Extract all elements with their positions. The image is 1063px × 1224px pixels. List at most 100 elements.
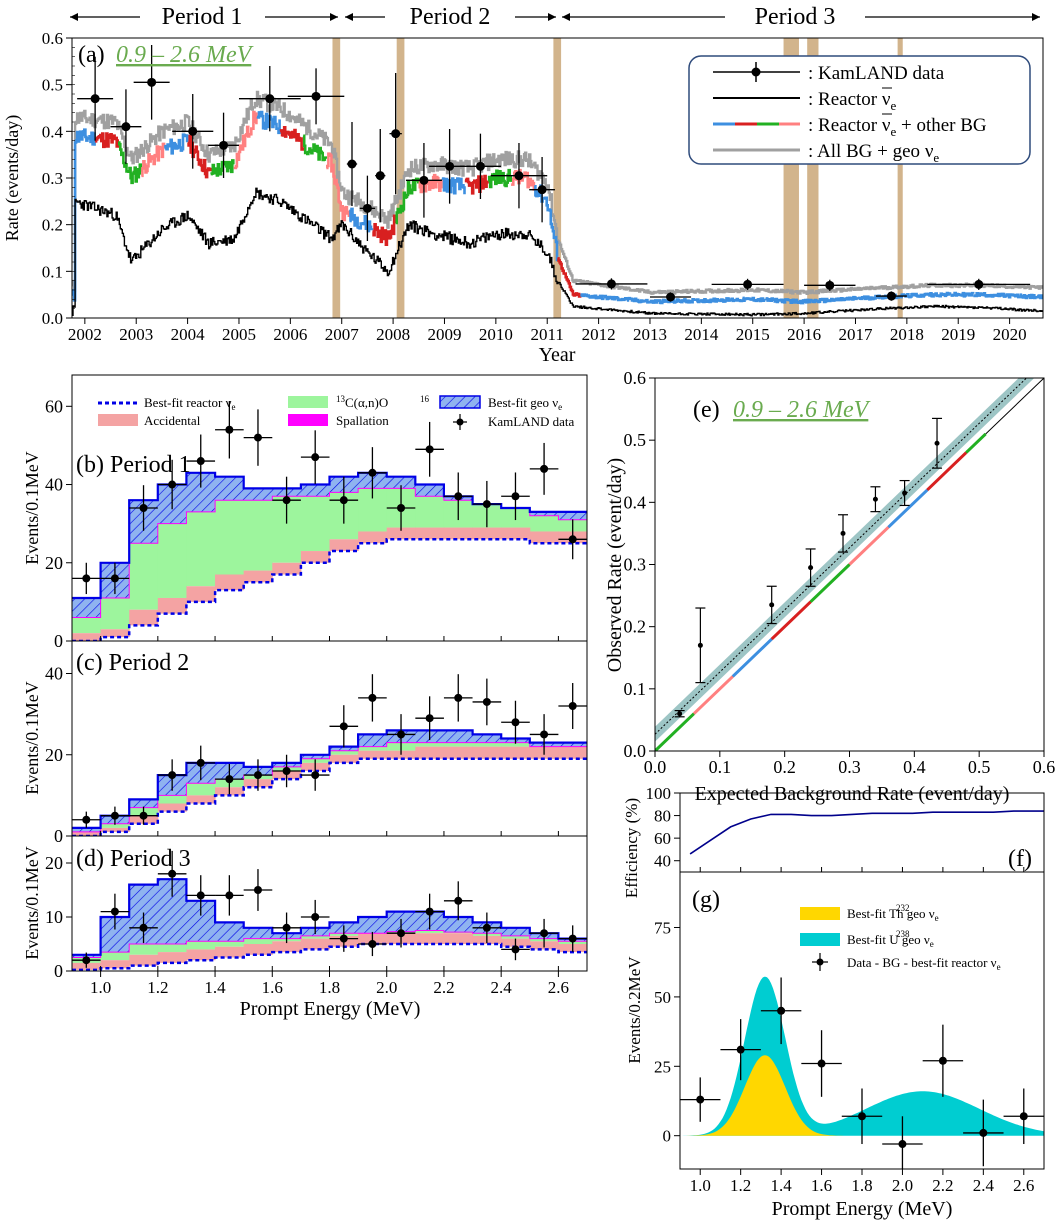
c13-bin [415, 496, 445, 528]
geo-hatched-bin [243, 927, 273, 939]
data-point [511, 718, 520, 727]
c13-bin [529, 515, 559, 532]
efficiency-curve [689, 810, 1044, 855]
c13-bin [300, 496, 330, 552]
data-point [391, 129, 401, 139]
accidental-bin [272, 941, 302, 953]
data-point [511, 492, 520, 501]
panel-e-xlabel: Expected Background Rate (event/day) [695, 783, 1010, 805]
data-point [886, 291, 896, 301]
legend-box [688, 55, 1031, 165]
y-tick-label: 0.1 [624, 679, 647, 699]
data-point [90, 94, 100, 104]
reactor-bg-line-segment [811, 297, 836, 304]
data-point [454, 896, 463, 905]
accidental-bin [243, 570, 273, 583]
nu-subscript: e [930, 939, 934, 949]
legend-data-text: Data - BG - best-fit reactor [847, 955, 991, 970]
reactor-only-line [72, 187, 1043, 317]
c13-bin [472, 742, 502, 747]
y-tick-label: 60 [45, 396, 63, 416]
y-tick-label: 0.3 [42, 169, 63, 188]
geo-hatched-bin [129, 799, 159, 808]
data-point [568, 535, 577, 544]
x-tick-label: 0.6 [1033, 757, 1056, 777]
y-tick-label: 0 [663, 1127, 672, 1146]
x-tick-label: 0.0 [644, 757, 667, 777]
y-tick-label: 60 [654, 829, 671, 848]
reactor-bg-line-segment [649, 298, 674, 305]
panel-a-legend: : KamLAND data : Reactor νe : Reactor νe… [688, 55, 1031, 165]
reactor-bg-diagonal-segment [731, 638, 773, 678]
accidental-bin [443, 746, 474, 759]
legend-c13: 13C(α,n)O [336, 394, 388, 410]
accidental-bin [215, 574, 245, 591]
panel-a-energy-window: 0.9 – 2.6 MeV [116, 42, 254, 68]
accidental-bin [329, 539, 359, 552]
accidental-bin [558, 746, 587, 759]
legend-reactor-bg-label: : Reactor νe + other BG [808, 115, 987, 139]
x-tick-label: 2004 [171, 325, 206, 344]
nu-subscript: e [890, 124, 896, 139]
nu-symbol: ν [882, 115, 891, 136]
reactor-bg-line-segment [765, 297, 790, 304]
data-point [368, 693, 377, 702]
reactor-dashed-line [72, 757, 587, 836]
x-tick-label: 2009 [427, 325, 461, 344]
geo-hatched-bin [472, 734, 502, 743]
x-tick-label: 1.8 [851, 1176, 872, 1195]
data-point [311, 771, 320, 780]
data-point [666, 292, 676, 302]
panel-b-ylabel: Events/0.1MeV [22, 451, 42, 564]
y-tick-label: 0.6 [624, 368, 647, 388]
period-2-label: Period 2 [410, 4, 491, 30]
legend-reactor-label: : Reactor νe [808, 89, 896, 113]
period-1-arrow: Period 1 [70, 4, 338, 30]
reactor-bg-line-segment [996, 292, 1021, 299]
panel-b-label: (b) Period 1 [76, 452, 191, 478]
geo-hatched-bin [386, 476, 416, 489]
data-point [425, 445, 434, 454]
period-3-label: Period 3 [755, 4, 836, 30]
x-tick-label: 2006 [273, 325, 307, 344]
u-superscript: 238 [896, 929, 910, 939]
c13-bin [72, 617, 102, 634]
reactor-bg-line-segment [279, 126, 304, 151]
accidental-bin [215, 946, 245, 958]
data-point [482, 923, 491, 932]
data-point [139, 811, 148, 820]
data-point [979, 1128, 988, 1137]
data-point [339, 722, 348, 731]
geo-hatched-bin [215, 476, 245, 501]
data-point [110, 811, 119, 820]
kamland-data-points [77, 45, 1031, 302]
legend-geo-text: Best-fit geo [488, 395, 552, 410]
x-tick-label: 2008 [376, 325, 410, 344]
legend-g-data-marker [812, 953, 828, 971]
panel-g-axes: 1.0 1.2 1.4 1.6 1.8 2.0 2.2 2.4 2.6 0 25 50 75 [654, 871, 1045, 1195]
data-point [397, 504, 406, 512]
geo-hatched-bin [501, 927, 531, 936]
panel-d-histogram [72, 850, 587, 971]
reactor-bg-diagonal-segment [809, 563, 851, 603]
data-point [769, 602, 775, 608]
data-point [540, 464, 549, 473]
reactor-bg-line-segment [927, 291, 952, 298]
nu-subscript: e [231, 402, 235, 412]
th-superscript: 232 [896, 903, 910, 913]
data-point [743, 279, 753, 289]
legend-best-fit-geo: Best-fit geo νe [488, 395, 562, 412]
y-tick-label: 0.2 [624, 617, 647, 637]
x-tick-label: 2.4 [491, 978, 513, 997]
data-point [82, 815, 91, 824]
reactor-bg-diagonal-segment [887, 488, 929, 529]
nu-symbol: ν [925, 141, 934, 162]
geo-hatched-bin [443, 917, 474, 933]
x-tick-label: 2019 [941, 325, 975, 344]
reactor-bg-line-segment [719, 297, 744, 303]
data-point [139, 504, 148, 512]
data-point [82, 574, 91, 583]
period-header: Period 1 Period 2 Period 3 [70, 4, 1040, 30]
panel-d-period3-spectrum: 0 10 20 1.0 1.2 1.4 1.6 1.8 2.0 2.2 2.4 2.6 (d) Per… [22, 835, 588, 1020]
reactor-bg-line-segment [788, 298, 813, 305]
